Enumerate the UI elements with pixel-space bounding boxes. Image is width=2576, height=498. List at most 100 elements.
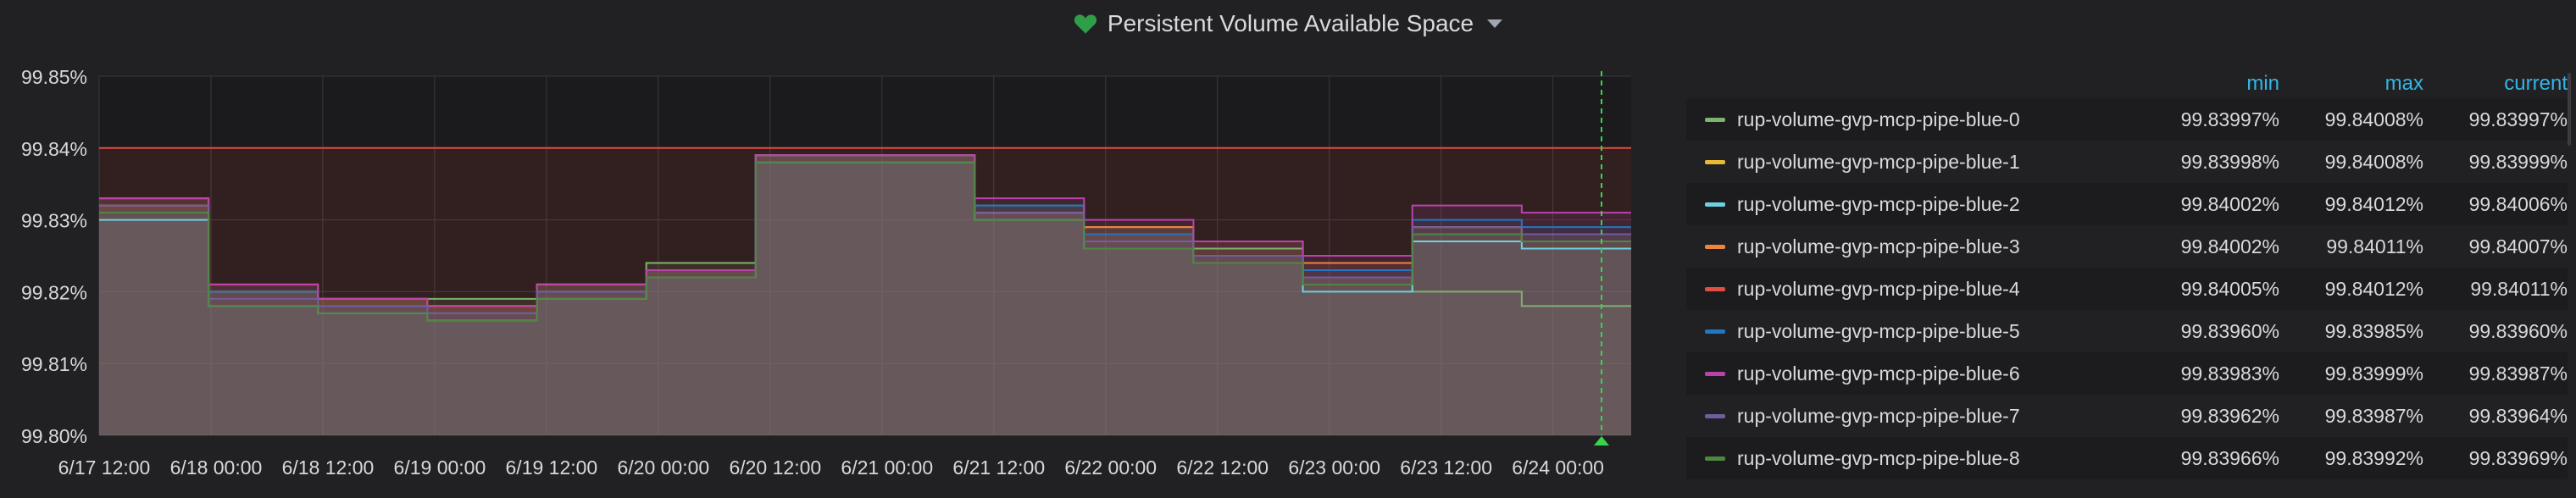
x-tick-label: 6/23 00:00 [1288, 456, 1380, 479]
legend-min-value: 99.83966% [2180, 446, 2279, 469]
series-area [99, 155, 1631, 435]
legend-scrollbar[interactable] [2568, 73, 2571, 146]
legend-series-name[interactable]: rup-volume-gvp-mcp-pipe-blue-0 [1737, 108, 2020, 130]
series-color-swatch[interactable] [1705, 371, 1725, 376]
series-area [99, 155, 1631, 435]
legend-min-value: 99.83962% [2180, 404, 2279, 427]
legend-current-value: 99.83960% [2468, 319, 2568, 342]
x-tick-label: 6/18 00:00 [170, 456, 263, 479]
series-line[interactable] [99, 154, 1631, 307]
legend-min-value: 99.84002% [2180, 192, 2279, 215]
legend-max-value: 99.84012% [2324, 192, 2423, 215]
legend-header-max[interactable]: max [2384, 72, 2423, 95]
x-tick-label: 6/20 00:00 [617, 456, 709, 479]
series-color-swatch[interactable] [1705, 117, 1725, 122]
legend-series-name[interactable]: rup-volume-gvp-mcp-pipe-blue-2 [1737, 192, 2020, 215]
y-tick-label: 99.82% [21, 281, 87, 303]
y-tick-label: 99.83% [21, 210, 87, 232]
legend-rows: rup-volume-gvp-mcp-pipe-blue-0 99.83997% 9… [1686, 98, 2568, 479]
series-color-swatch[interactable] [1705, 286, 1725, 291]
chart-area[interactable]: 99.85% 99.84% 99.83% 99.82% 99.81% 99.80% 6/17… [0, 47, 1661, 498]
legend-row[interactable]: rup-volume-gvp-mcp-pipe-blue-1 99.83998% 9… [1686, 141, 2568, 183]
legend-min-value: 99.83960% [2180, 319, 2279, 342]
legend-max-value: 99.83999% [2324, 362, 2423, 385]
legend-series-name[interactable]: rup-volume-gvp-mcp-pipe-blue-1 [1737, 150, 2020, 173]
legend-row[interactable]: rup-volume-gvp-mcp-pipe-blue-6 99.83983% 9… [1686, 352, 2568, 395]
x-tick-label: 6/19 12:00 [506, 456, 598, 479]
legend-row[interactable]: rup-volume-gvp-mcp-pipe-blue-8 99.83966% 9… [1686, 437, 2568, 479]
legend-max-value: 99.83992% [2324, 446, 2423, 469]
legend-row[interactable]: rup-volume-gvp-mcp-pipe-blue-0 99.83997% 9… [1686, 98, 2568, 141]
series-color-swatch[interactable] [1705, 413, 1725, 418]
x-tick-label: 6/24 00:00 [1512, 456, 1604, 479]
legend-series-name[interactable]: rup-volume-gvp-mcp-pipe-blue-3 [1737, 235, 2020, 257]
legend-min-value: 99.84005% [2180, 277, 2279, 300]
legend-min-value: 99.83997% [2180, 108, 2279, 130]
legend-min-value: 99.83983% [2180, 362, 2279, 385]
x-tick-label: 6/21 12:00 [952, 456, 1045, 479]
legend-row[interactable]: rup-volume-gvp-mcp-pipe-blue-3 99.84002% 9… [1686, 225, 2568, 268]
legend-max-value: 99.83985% [2324, 319, 2423, 342]
series-color-swatch[interactable] [1705, 202, 1725, 207]
legend-row[interactable]: rup-volume-gvp-mcp-pipe-blue-2 99.84002% 9… [1686, 183, 2568, 225]
series-color-swatch[interactable] [1705, 456, 1725, 461]
legend-max-value: 99.83987% [2324, 404, 2423, 427]
x-tick-label: 6/22 00:00 [1064, 456, 1157, 479]
legend-header: min max current [1686, 69, 2568, 98]
legend-series-name[interactable]: rup-volume-gvp-mcp-pipe-blue-7 [1737, 404, 2020, 427]
series-color-swatch[interactable] [1705, 159, 1725, 164]
legend-current-value: 99.83969% [2468, 446, 2568, 469]
series-area [99, 147, 1631, 436]
legend-max-value: 99.84008% [2324, 150, 2423, 173]
series-area [99, 155, 1631, 435]
series-color-swatch[interactable] [1705, 329, 1725, 334]
panel-title[interactable]: Persistent Volume Available Space [1107, 10, 1474, 36]
legend-min-value: 99.83998% [2180, 150, 2279, 173]
legend-current-value: 99.83987% [2468, 362, 2568, 385]
series-area [99, 162, 1631, 435]
chevron-down-icon[interactable] [1487, 19, 1503, 28]
y-tick-label: 99.80% [21, 425, 87, 447]
legend-current-value: 99.83964% [2468, 404, 2568, 427]
x-tick-label: 6/21 00:00 [841, 456, 933, 479]
heart-icon-shape [1074, 14, 1096, 34]
x-tick-label: 6/19 00:00 [394, 456, 486, 479]
legend-series-name[interactable]: rup-volume-gvp-mcp-pipe-blue-8 [1737, 446, 2020, 469]
legend-max-value: 99.84011% [2326, 235, 2423, 257]
legend-series-name[interactable]: rup-volume-gvp-mcp-pipe-blue-6 [1737, 362, 2020, 385]
series-color-swatch[interactable] [1705, 244, 1725, 249]
legend-table: min max current rup-volume-gvp-mcp-pipe-… [1686, 69, 2568, 479]
legend-current-value: 99.83999% [2468, 150, 2568, 173]
panel-header[interactable]: Persistent Volume Available Space [0, 0, 2576, 47]
x-tick-label: 6/20 12:00 [729, 456, 821, 479]
legend-row[interactable]: rup-volume-gvp-mcp-pipe-blue-5 99.83960% 9… [1686, 310, 2568, 352]
x-tick-label: 6/18 12:00 [282, 456, 375, 479]
x-tick-label: 6/22 12:00 [1176, 456, 1269, 479]
y-tick-label: 99.81% [21, 353, 87, 375]
y-tick-label: 99.85% [21, 66, 87, 88]
legend-series-name[interactable]: rup-volume-gvp-mcp-pipe-blue-5 [1737, 319, 2020, 342]
series-area [99, 155, 1631, 435]
legend-max-value: 99.84008% [2324, 108, 2423, 130]
legend-row[interactable]: rup-volume-gvp-mcp-pipe-blue-4 99.84005% 9… [1686, 268, 2568, 310]
legend-current-value: 99.83997% [2468, 108, 2568, 130]
series-area [99, 162, 1631, 435]
series-line[interactable] [99, 161, 1631, 322]
legend-row[interactable]: rup-volume-gvp-mcp-pipe-blue-7 99.83962% 9… [1686, 395, 2568, 437]
legend-current-value: 99.84006% [2468, 192, 2568, 215]
legend-max-value: 99.84012% [2324, 277, 2423, 300]
x-tick-label: 6/17 12:00 [58, 456, 151, 479]
legend-min-value: 99.84002% [2180, 235, 2279, 257]
annotation-marker-icon[interactable] [1594, 436, 1609, 445]
legend-series-name[interactable]: rup-volume-gvp-mcp-pipe-blue-4 [1737, 277, 2020, 300]
y-tick-label: 99.84% [21, 138, 87, 160]
legend-header-current[interactable]: current [2504, 72, 2568, 95]
series-area [99, 155, 1631, 435]
heart-icon [1074, 14, 1096, 34]
series-area [99, 162, 1631, 435]
legend-current-value: 99.84007% [2468, 235, 2568, 257]
legend-current-value: 99.84011% [2470, 277, 2568, 300]
x-tick-label: 6/23 12:00 [1400, 456, 1492, 479]
legend-header-min[interactable]: min [2246, 72, 2279, 95]
